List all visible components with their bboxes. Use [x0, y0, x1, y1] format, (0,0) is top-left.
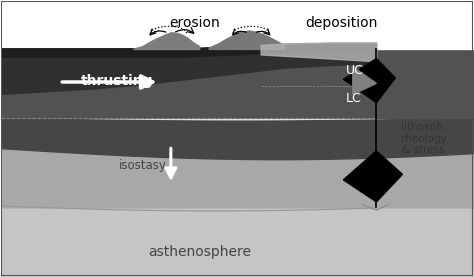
Polygon shape	[343, 151, 376, 202]
Polygon shape	[0, 43, 376, 57]
Polygon shape	[376, 58, 395, 103]
Text: thrusting: thrusting	[81, 74, 154, 88]
Text: asthenosphere: asthenosphere	[148, 245, 251, 258]
Text: erosion: erosion	[169, 16, 220, 30]
Text: LC: LC	[346, 92, 362, 105]
Text: LM: LM	[313, 149, 332, 163]
Text: deposition: deposition	[305, 16, 377, 30]
Text: lithosph.
rheology
& stress: lithosph. rheology & stress	[401, 122, 447, 155]
Polygon shape	[0, 49, 376, 94]
Text: UC: UC	[346, 65, 364, 78]
Polygon shape	[343, 58, 376, 103]
Polygon shape	[376, 151, 402, 202]
Text: regional
isostasy: regional isostasy	[118, 144, 166, 172]
Polygon shape	[353, 67, 376, 94]
